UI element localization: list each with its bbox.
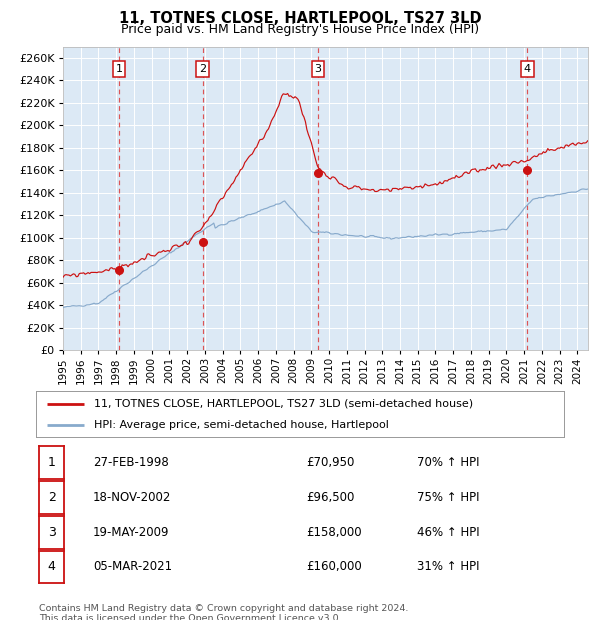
Text: 27-FEB-1998: 27-FEB-1998	[93, 456, 169, 469]
Text: 75% ↑ HPI: 75% ↑ HPI	[417, 491, 479, 504]
Text: 3: 3	[314, 64, 322, 74]
Text: 2: 2	[47, 491, 56, 504]
Text: £70,950: £70,950	[306, 456, 355, 469]
Text: 3: 3	[47, 526, 56, 539]
Text: £158,000: £158,000	[306, 526, 362, 539]
Text: 4: 4	[47, 560, 56, 574]
Text: 46% ↑ HPI: 46% ↑ HPI	[417, 526, 479, 539]
Text: 2: 2	[199, 64, 206, 74]
Text: 4: 4	[524, 64, 531, 74]
Text: HPI: Average price, semi-detached house, Hartlepool: HPI: Average price, semi-detached house,…	[94, 420, 389, 430]
Text: 18-NOV-2002: 18-NOV-2002	[93, 491, 172, 504]
Text: 1: 1	[115, 64, 122, 74]
Text: 05-MAR-2021: 05-MAR-2021	[93, 560, 172, 574]
Text: Price paid vs. HM Land Registry's House Price Index (HPI): Price paid vs. HM Land Registry's House …	[121, 23, 479, 36]
Text: 70% ↑ HPI: 70% ↑ HPI	[417, 456, 479, 469]
Text: 19-MAY-2009: 19-MAY-2009	[93, 526, 170, 539]
Text: 31% ↑ HPI: 31% ↑ HPI	[417, 560, 479, 574]
Text: £160,000: £160,000	[306, 560, 362, 574]
Text: 11, TOTNES CLOSE, HARTLEPOOL, TS27 3LD: 11, TOTNES CLOSE, HARTLEPOOL, TS27 3LD	[119, 11, 481, 26]
Text: 11, TOTNES CLOSE, HARTLEPOOL, TS27 3LD (semi-detached house): 11, TOTNES CLOSE, HARTLEPOOL, TS27 3LD (…	[94, 399, 473, 409]
Text: 1: 1	[47, 456, 56, 469]
Text: £96,500: £96,500	[306, 491, 355, 504]
Text: Contains HM Land Registry data © Crown copyright and database right 2024.
This d: Contains HM Land Registry data © Crown c…	[39, 604, 409, 620]
